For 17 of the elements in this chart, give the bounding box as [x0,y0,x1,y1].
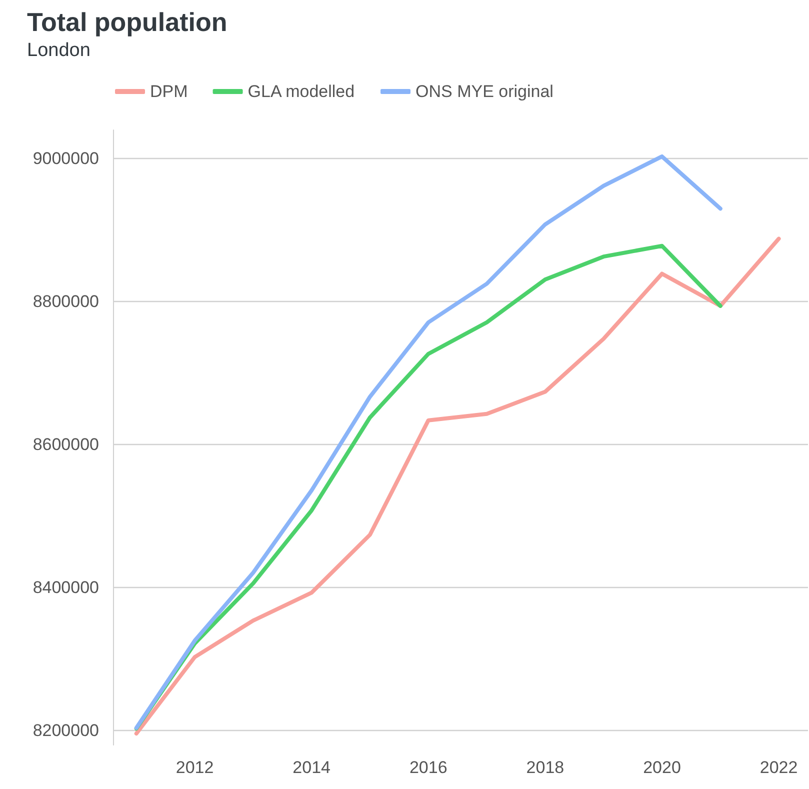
x-tick-label: 2020 [643,758,681,777]
x-tick-label: 2018 [526,758,564,777]
y-tick-label: 9000000 [32,149,99,168]
x-tick-label: 2012 [176,758,214,777]
y-tick-label: 8800000 [32,292,99,312]
x-tick-label: 2016 [409,758,448,777]
chart-title: Total population [27,7,228,37]
legend-label: DPM [150,82,188,101]
y-tick-label: 8200000 [32,721,99,740]
legend-label: ONS MYE original [416,82,554,101]
chart-subtitle: London [27,40,90,61]
line-series [134,154,722,730]
y-tick-label: 8600000 [32,435,99,454]
x-tick-label: 2014 [292,758,330,777]
x-tick-label: 2022 [760,758,798,777]
y-tick-label: 8400000 [32,578,99,598]
legend-label: GLA modelled [248,82,355,101]
